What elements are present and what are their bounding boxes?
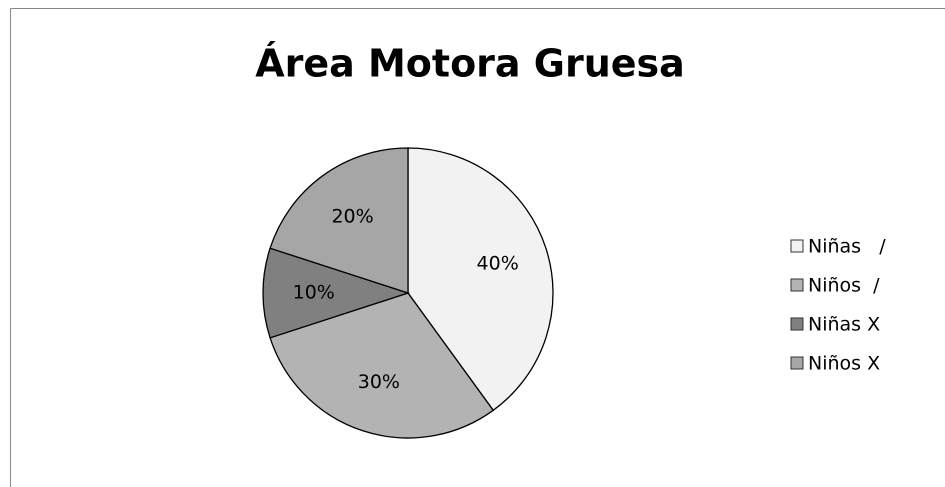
- pie-slice: [407, 147, 554, 412]
- slice-label: 10%: [293, 282, 335, 304]
- legend-label: Niñas X: [808, 314, 880, 336]
- legend-label: Niñas /: [808, 236, 886, 258]
- pie-slice: [269, 147, 409, 294]
- legend-swatch: [790, 239, 804, 253]
- slice-label: 40%: [477, 252, 519, 274]
- pie-slice: [262, 247, 411, 339]
- legend-swatch: [790, 317, 804, 331]
- slice-label: 30%: [358, 371, 400, 393]
- legend-swatch: [790, 278, 804, 292]
- slice-label: 20%: [331, 205, 373, 227]
- chart-title: Área Motora Gruesa: [255, 42, 685, 86]
- legend-swatch: [790, 356, 804, 370]
- pie-slice: [269, 292, 495, 439]
- legend-label: Niños /: [808, 275, 880, 297]
- legend-label: Niños X: [808, 353, 880, 375]
